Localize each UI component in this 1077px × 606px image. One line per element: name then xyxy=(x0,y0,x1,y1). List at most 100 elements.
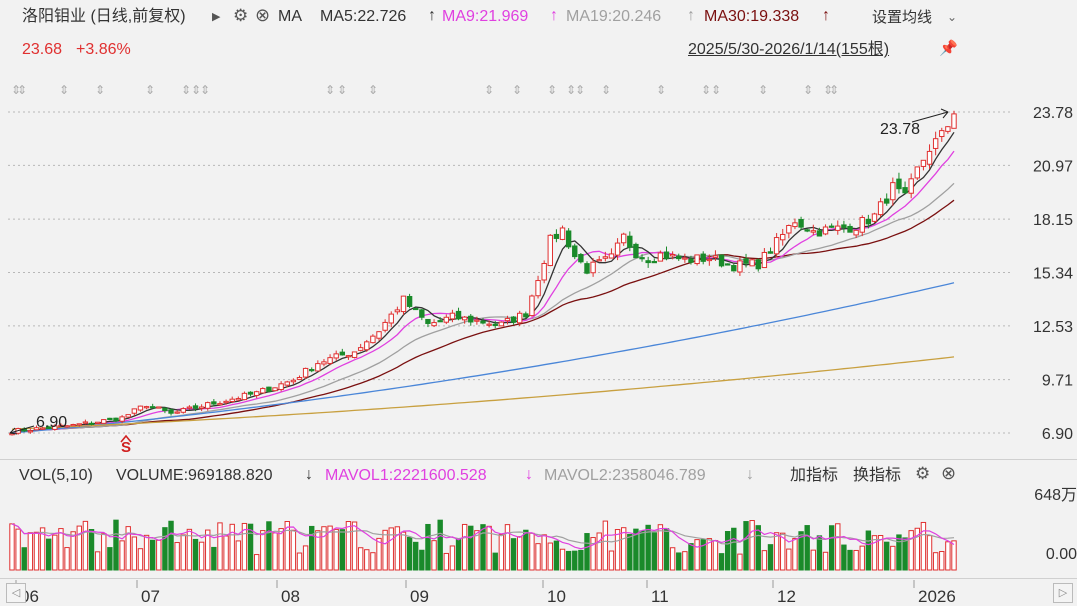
candle-body xyxy=(156,406,162,409)
volume-bar xyxy=(247,523,254,571)
candle-body xyxy=(584,263,590,274)
volume-bar xyxy=(94,551,101,571)
candle-body xyxy=(272,387,278,392)
scroll-left-icon[interactable]: ◁ xyxy=(6,583,26,603)
volume-bar xyxy=(229,523,235,571)
event-marker-icon: ⇕ xyxy=(11,83,21,97)
candle-body xyxy=(676,255,682,260)
volume-bar xyxy=(76,525,82,571)
candle-body xyxy=(253,391,260,396)
event-marker-icon: ⇕ xyxy=(17,83,27,97)
volume-bar xyxy=(767,544,774,571)
candle-body xyxy=(211,401,217,405)
volume-bar xyxy=(755,525,761,571)
candle-body xyxy=(431,322,437,327)
volume-bar xyxy=(492,552,498,571)
volume-bar xyxy=(101,533,107,571)
candle-body xyxy=(553,233,560,239)
gear-icon[interactable]: ⚙ xyxy=(233,6,249,25)
stock-title[interactable]: 洛阳钼业 (日线,前复权) xyxy=(22,8,186,25)
volume-indicator-label[interactable]: VOL(5,10) xyxy=(19,467,93,484)
volume-bar xyxy=(461,523,468,571)
close-icon[interactable]: ⊗ xyxy=(255,5,271,25)
play-icon[interactable]: ▶ xyxy=(212,11,221,23)
panel-divider xyxy=(0,459,1077,460)
volume-bar xyxy=(718,553,725,571)
volume-bar xyxy=(345,521,352,571)
volume-bar xyxy=(498,534,505,571)
price-tick-label: 12.53 xyxy=(1033,319,1073,336)
volume-bar xyxy=(572,550,578,571)
pin-icon[interactable]: 📌 xyxy=(939,40,958,57)
price-change: +3.86% xyxy=(76,41,131,58)
settings-ma-button[interactable]: 设置均线 xyxy=(872,9,933,26)
candle-body xyxy=(859,217,865,233)
event-marker-icon: ⇕ xyxy=(191,83,201,97)
volume-bar xyxy=(162,527,168,571)
candle-body xyxy=(449,312,456,320)
price-tick-label: 9.71 xyxy=(1042,373,1073,390)
gear-icon[interactable]: ⚙ xyxy=(915,464,931,483)
volume-bar xyxy=(174,542,180,571)
candle-body xyxy=(186,406,193,409)
candle-body xyxy=(572,245,578,258)
candle-body xyxy=(535,280,541,297)
volume-bar xyxy=(186,528,193,571)
volume-bar xyxy=(88,529,95,571)
candle-body xyxy=(902,187,908,194)
candle-body xyxy=(847,225,853,233)
chevron-down-icon[interactable]: ⌄ xyxy=(947,10,958,24)
volume-axis-labels: 648万 0.00 xyxy=(1034,487,1077,563)
volume-bar xyxy=(633,528,639,571)
volume-bar xyxy=(223,535,229,571)
volume-bar xyxy=(535,543,541,571)
event-marker-icon: ⇕ xyxy=(823,83,833,97)
volume-bar xyxy=(119,540,125,571)
volume-bar xyxy=(333,528,339,571)
candle-body xyxy=(327,357,333,364)
switch-indicator-button[interactable]: 换指标 xyxy=(853,467,902,484)
candle-body xyxy=(205,402,211,409)
candle-body xyxy=(639,257,645,260)
candle-body xyxy=(914,166,920,179)
volume-bar xyxy=(235,540,242,571)
candle-body xyxy=(33,427,40,431)
volume-bar xyxy=(211,546,217,571)
scroll-right-icon[interactable]: ▷ xyxy=(1053,583,1073,603)
volume-bar xyxy=(266,521,272,571)
close-icon[interactable]: ⊗ xyxy=(941,463,957,483)
add-indicator-button[interactable]: 加指标 xyxy=(790,467,839,484)
candle-body xyxy=(46,426,52,429)
candle-body xyxy=(39,427,46,430)
candle-body xyxy=(529,295,535,317)
ma-label[interactable]: MA xyxy=(278,8,302,25)
candle-body xyxy=(333,353,339,359)
candlesticks xyxy=(9,110,957,436)
arrow-up-icon: ↑ xyxy=(428,7,436,24)
volume-bar xyxy=(357,547,364,571)
volume-bar xyxy=(547,542,553,571)
candle-body xyxy=(602,256,609,259)
ma30-value: MA30:19.338 xyxy=(704,8,800,25)
volume-bar xyxy=(908,530,914,571)
ma19-value: MA19:20.246 xyxy=(566,8,662,25)
high-arrow-line xyxy=(911,111,949,123)
volume-bar xyxy=(884,541,890,571)
event-marker-icon: ⇕ xyxy=(601,83,611,97)
candle-body xyxy=(547,234,553,267)
candle-body xyxy=(296,377,303,380)
volume-bars xyxy=(9,519,957,571)
chart-header: 洛阳钼业 (日线,前复权) ▶ ⚙ ⊗ MA MA5:22.726 ↑ MA9:… xyxy=(0,0,1077,64)
arrow-down-icon: ↓ xyxy=(305,466,313,483)
candle-body xyxy=(247,391,254,395)
volume-bar xyxy=(529,532,535,571)
candle-body xyxy=(260,388,266,394)
volume-bar xyxy=(205,529,211,571)
candle-body xyxy=(315,363,321,372)
volume-bar xyxy=(504,524,511,571)
arrow-down-icon: ↓ xyxy=(525,466,533,483)
date-range[interactable]: 2025/5/30-2026/1/14(155根) xyxy=(688,41,890,58)
candle-body xyxy=(743,258,749,264)
candle-body xyxy=(278,383,284,391)
